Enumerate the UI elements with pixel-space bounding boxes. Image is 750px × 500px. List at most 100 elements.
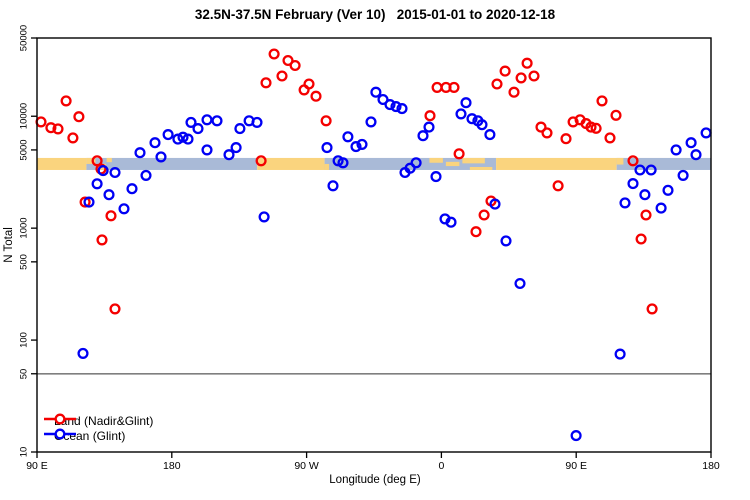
- data-point-land: [590, 122, 602, 134]
- data-point-land: [310, 90, 322, 102]
- data-point-ocean: [634, 164, 646, 176]
- data-point-land: [646, 303, 658, 315]
- data-point-land: [424, 110, 436, 122]
- data-point-ocean: [445, 216, 457, 228]
- y-tick-label: 100: [18, 332, 30, 348]
- data-point-ocean: [670, 144, 682, 156]
- data-point-land: [276, 70, 288, 82]
- data-point-ocean: [77, 347, 89, 359]
- data-point-land: [499, 65, 511, 77]
- data-point-land: [567, 116, 579, 128]
- band-patch-land: [616, 157, 624, 165]
- data-point-ocean: [662, 184, 674, 196]
- data-point-ocean: [177, 131, 189, 143]
- band-patch-land: [462, 157, 485, 164]
- data-point-ocean: [655, 202, 667, 214]
- data-point-ocean: [103, 189, 115, 201]
- data-point-ocean: [185, 116, 197, 128]
- data-point-land: [596, 95, 608, 107]
- ocean-marker-icon: [44, 428, 76, 440]
- band-segment-land: [496, 157, 617, 170]
- data-point-land: [96, 234, 108, 246]
- data-point-ocean: [377, 93, 389, 106]
- data-point-ocean: [149, 137, 161, 149]
- land-marker-icon: [44, 413, 76, 425]
- data-point-land: [640, 209, 652, 221]
- data-point-ocean: [370, 86, 382, 98]
- data-point-ocean: [201, 144, 213, 156]
- data-point-ocean: [109, 166, 121, 179]
- data-point-land: [45, 122, 57, 134]
- legend-label-land: Land (Nadir&Glint): [54, 413, 154, 428]
- data-point-ocean: [327, 180, 339, 192]
- data-point-ocean: [126, 183, 138, 195]
- data-point-land: [320, 115, 332, 127]
- data-point-ocean: [182, 133, 194, 145]
- data-point-land: [528, 70, 540, 82]
- data-point-land: [105, 210, 117, 222]
- data-point-ocean: [172, 133, 184, 145]
- data-point-ocean: [396, 103, 408, 115]
- data-point-ocean: [639, 189, 651, 201]
- band-patch-land: [445, 161, 460, 167]
- y-tick-label: 50: [18, 368, 30, 380]
- chart-title: 32.5N-37.5N February (Ver 10) 2015-01-01…: [194, 7, 556, 22]
- data-point-ocean: [134, 147, 146, 159]
- data-point-land: [515, 72, 527, 84]
- data-point-land: [491, 78, 503, 90]
- data-point-ocean: [342, 131, 354, 143]
- data-point-ocean: [614, 348, 626, 360]
- data-point-ocean: [570, 430, 582, 442]
- data-point-ocean: [466, 113, 478, 125]
- data-point-ocean: [350, 141, 362, 153]
- x-tick-label: 90 E: [26, 460, 48, 472]
- data-point-land: [282, 54, 294, 67]
- x-axis-title: Longitude (deg E): [329, 474, 421, 486]
- band-patch-land: [324, 163, 330, 170]
- data-point-ocean: [690, 149, 702, 161]
- data-point-ocean: [230, 142, 242, 154]
- x-tick-label: 180: [163, 460, 181, 472]
- data-point-ocean: [484, 129, 496, 141]
- data-point-ocean: [627, 178, 639, 190]
- y-tick-label: 5000: [18, 139, 30, 161]
- data-point-ocean: [234, 123, 246, 135]
- data-point-ocean: [97, 165, 109, 177]
- data-point-land: [268, 48, 280, 60]
- band-segment-ocean: [86, 157, 258, 170]
- data-point-land: [453, 148, 465, 160]
- data-point-ocean: [390, 101, 402, 113]
- data-point-land: [508, 86, 520, 98]
- data-point-ocean: [460, 97, 472, 109]
- data-point-ocean: [399, 166, 411, 179]
- data-point-ocean: [685, 137, 697, 149]
- data-point-land: [73, 111, 85, 123]
- data-point-ocean: [337, 157, 349, 169]
- data-point-ocean: [91, 178, 103, 190]
- band-patch-land: [86, 157, 96, 164]
- legend: Land (Nadir&Glint) Ocean (Glint): [44, 413, 153, 443]
- data-point-ocean: [201, 114, 213, 126]
- data-point-land: [610, 109, 622, 121]
- data-point-ocean: [417, 130, 429, 142]
- band-segment-land: [257, 157, 325, 170]
- data-point-ocean: [423, 121, 435, 133]
- data-point-land: [67, 132, 79, 144]
- data-point-land: [431, 81, 443, 93]
- data-point-land: [448, 81, 460, 93]
- data-point-ocean: [455, 108, 467, 120]
- band-patch-land: [106, 157, 112, 163]
- y-tick-label: 1000: [18, 217, 30, 239]
- data-point-ocean: [356, 138, 368, 150]
- data-point-ocean: [500, 235, 512, 247]
- data-point-land: [552, 180, 564, 192]
- legend-item-ocean: Ocean (Glint): [44, 428, 153, 443]
- data-point-land: [303, 78, 315, 90]
- band-segment-ocean: [616, 157, 711, 170]
- band-segment-land: [37, 157, 87, 170]
- legend-label-ocean: Ocean (Glint): [54, 428, 126, 443]
- x-tick-label: 180: [702, 460, 720, 472]
- data-point-land: [635, 233, 647, 245]
